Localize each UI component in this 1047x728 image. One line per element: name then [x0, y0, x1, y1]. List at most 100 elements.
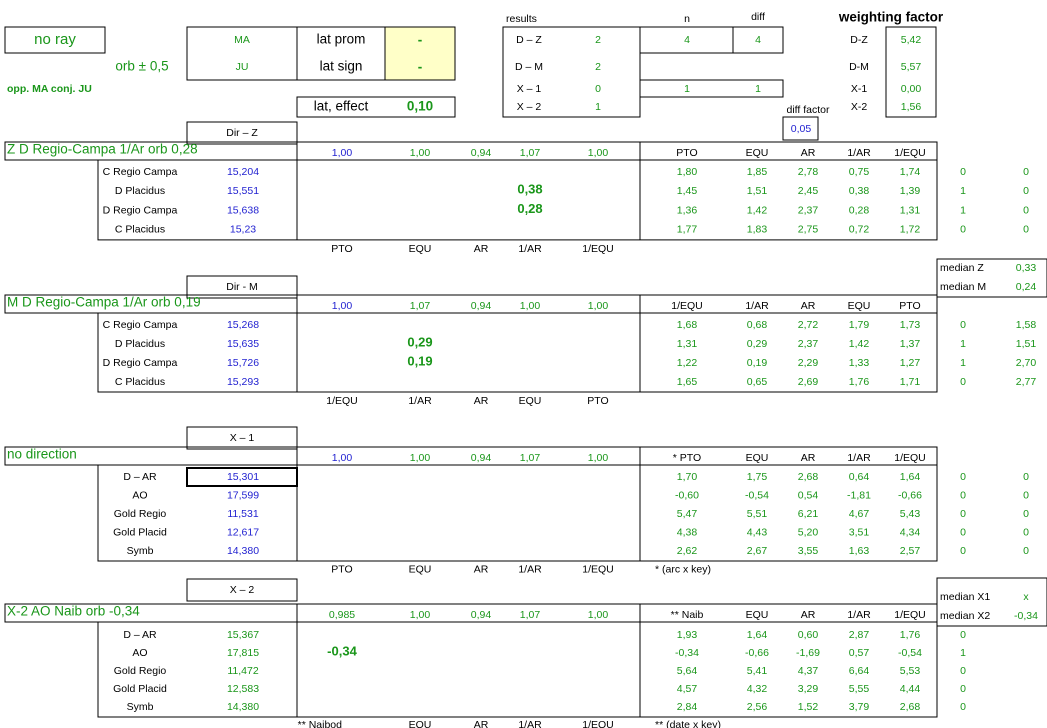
cell-text: 1,93 — [677, 629, 698, 641]
cell-text: 1,79 — [849, 319, 870, 331]
cell-text: -0,60 — [675, 489, 699, 501]
cell-text: 0 — [960, 319, 966, 331]
cell-text: 4,32 — [747, 683, 768, 695]
cell-text: 15,367 — [227, 629, 259, 641]
cell-text: 0,24 — [1016, 281, 1037, 293]
highlight: 0,29 — [407, 334, 432, 349]
box — [639, 79, 784, 98]
box — [97, 312, 938, 393]
cell-text: 1,00 — [520, 300, 541, 312]
cell-text: 0 — [960, 166, 966, 178]
box — [782, 116, 819, 141]
cell-text: 5,42 — [901, 34, 922, 46]
cell-text: 0 — [1023, 489, 1029, 501]
cell-text: D Regio Campa — [103, 204, 178, 216]
cell-text: 1,42 — [849, 338, 870, 350]
cell-text: 2,37 — [798, 204, 819, 216]
cell-text: diff factor — [787, 104, 830, 116]
cell-text: 1,76 — [900, 629, 921, 641]
cell-text: 3,29 — [798, 683, 819, 695]
cell-text: Gold Placid — [113, 683, 167, 695]
column-footer: 1/AR — [408, 395, 432, 407]
cell-text: 15,204 — [227, 166, 259, 178]
cell-text: Symb — [127, 545, 154, 557]
cell-text: 1,00 — [332, 147, 353, 159]
cell-text: median X2 — [940, 610, 990, 622]
cell-text: 15,638 — [227, 204, 259, 216]
cell-text: 0,68 — [747, 319, 768, 331]
cell-text: 1,00 — [332, 452, 353, 464]
cell-text: Gold Regio — [114, 665, 167, 677]
cell-text: 1,68 — [677, 319, 698, 331]
column-header: 1/EQU — [671, 300, 703, 312]
cell-text: D Placidus — [115, 185, 165, 197]
cell-text: 0 — [595, 83, 601, 95]
cell-text: 0 — [960, 489, 966, 501]
cell-text: 1,56 — [901, 101, 922, 113]
cell-text: diff — [751, 11, 765, 23]
yellow-cell — [384, 26, 456, 81]
cell-text: 0 — [960, 683, 966, 695]
cell-text: 1,42 — [747, 204, 768, 216]
cell-text: 0 — [960, 701, 966, 713]
cell-text: 11,531 — [227, 508, 258, 520]
cell-text: 1,00 — [588, 147, 609, 159]
cell-text: 1 — [960, 338, 966, 350]
cell-text: 0,05 — [791, 123, 812, 135]
cell-text: 0,94 — [471, 609, 492, 621]
cell-text: 15,23 — [230, 224, 256, 236]
cell-text: 17,815 — [227, 647, 259, 659]
cell-text: lat, effect — [314, 99, 369, 114]
cell-text: 15,635 — [227, 338, 259, 350]
cell-text: 1,70 — [677, 471, 698, 483]
cell-text: 4,44 — [900, 683, 921, 695]
cell-text: 2,37 — [798, 338, 819, 350]
cell-text: 1,75 — [747, 471, 768, 483]
cell-text: 0,38 — [849, 185, 870, 197]
box — [296, 26, 456, 81]
cell-text: 1,52 — [798, 701, 819, 713]
section-title: M D Regio-Campa 1/Ar orb 0,19 — [7, 295, 201, 310]
column-footer: EQU — [519, 395, 542, 407]
cell-text: 0,75 — [849, 166, 870, 178]
cell-text: weighting factor — [838, 10, 944, 25]
section-title: no direction — [7, 447, 77, 462]
cell-text: 0,00 — [901, 83, 922, 95]
cell-text: 0 — [960, 508, 966, 520]
column-footer: EQU — [409, 719, 432, 728]
cell-text: 0 — [960, 665, 966, 677]
column-footer: PTO — [331, 243, 352, 255]
label: orb ± 0,5 — [115, 59, 168, 74]
box — [936, 577, 1047, 627]
column-footer: AR — [474, 719, 489, 728]
cell-text: -1,69 — [796, 647, 820, 659]
cell-text: 0,28 — [849, 204, 870, 216]
cell-text: D Placidus — [115, 338, 165, 350]
column-header: EQU — [848, 300, 871, 312]
cell-text: 2,87 — [849, 629, 870, 641]
cell-text: -0,66 — [745, 647, 769, 659]
column-header: 1/EQU — [894, 147, 926, 159]
cell-text: 12,583 — [227, 683, 259, 695]
column-header: 1/AR — [847, 147, 871, 159]
cell-text: 14,380 — [227, 545, 259, 557]
cell-text: 1,65 — [677, 376, 698, 388]
section-title: X-2 AO Naib orb -0,34 — [7, 604, 140, 619]
box — [186, 578, 298, 602]
cell-text: 1,00 — [410, 609, 431, 621]
cell-text: MA — [234, 34, 250, 46]
cell-text: - — [418, 60, 423, 75]
cell-text: Gold Regio — [114, 508, 167, 520]
cell-text: X – 1 — [230, 432, 255, 444]
cell-text: 1,36 — [677, 204, 698, 216]
cell-text: 2 — [595, 34, 601, 46]
column-footer: ** Naibod — [298, 719, 343, 728]
cell-text: 1,85 — [747, 166, 768, 178]
cell-text: 1 — [684, 83, 690, 95]
column-header: EQU — [746, 147, 769, 159]
cell-text: 5,20 — [798, 526, 819, 538]
cell-text: 5,64 — [677, 665, 698, 677]
column-footer: AR — [474, 563, 489, 575]
cell-text: 0 — [1023, 166, 1029, 178]
cell-text: 1,71 — [900, 376, 921, 388]
